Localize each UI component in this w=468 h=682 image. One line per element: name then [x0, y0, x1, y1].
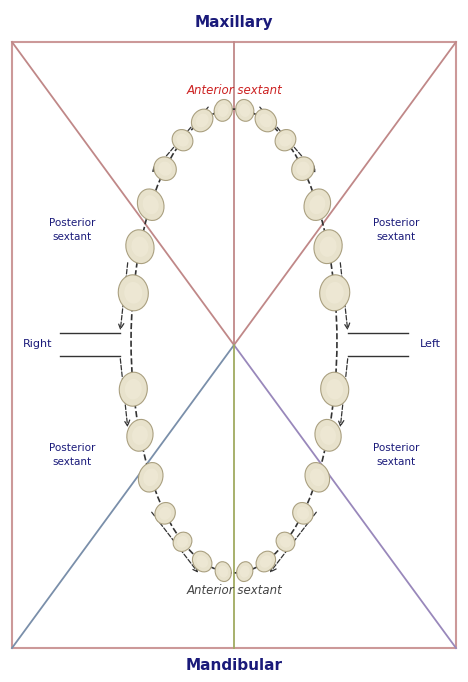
- Ellipse shape: [260, 555, 271, 567]
- Ellipse shape: [154, 157, 176, 181]
- Ellipse shape: [315, 419, 341, 451]
- Ellipse shape: [259, 114, 272, 128]
- Ellipse shape: [155, 503, 176, 524]
- Ellipse shape: [192, 551, 212, 572]
- Ellipse shape: [240, 565, 249, 578]
- Text: Maxillary: Maxillary: [195, 14, 273, 29]
- Ellipse shape: [304, 189, 330, 220]
- Ellipse shape: [321, 372, 349, 406]
- Ellipse shape: [310, 469, 325, 486]
- Ellipse shape: [139, 462, 163, 492]
- Ellipse shape: [279, 134, 292, 147]
- Ellipse shape: [326, 282, 344, 303]
- Text: Right: Right: [23, 339, 53, 349]
- Ellipse shape: [219, 565, 228, 578]
- Ellipse shape: [159, 507, 171, 520]
- Ellipse shape: [320, 426, 336, 445]
- Text: Mandibular: Mandibular: [185, 659, 283, 674]
- Ellipse shape: [292, 157, 314, 181]
- Ellipse shape: [143, 195, 159, 214]
- Ellipse shape: [255, 109, 277, 132]
- Ellipse shape: [125, 379, 142, 400]
- Ellipse shape: [276, 532, 295, 552]
- Ellipse shape: [173, 532, 192, 552]
- Ellipse shape: [177, 536, 188, 548]
- Text: Left: Left: [419, 339, 440, 349]
- Ellipse shape: [172, 130, 193, 151]
- Ellipse shape: [176, 134, 189, 147]
- Ellipse shape: [143, 469, 158, 486]
- Ellipse shape: [124, 282, 142, 303]
- Ellipse shape: [326, 379, 343, 400]
- Ellipse shape: [305, 462, 329, 492]
- Ellipse shape: [132, 426, 148, 445]
- Ellipse shape: [215, 562, 231, 582]
- Ellipse shape: [138, 189, 164, 220]
- Ellipse shape: [119, 372, 147, 406]
- Ellipse shape: [126, 230, 154, 263]
- Ellipse shape: [118, 275, 148, 311]
- Ellipse shape: [237, 562, 253, 582]
- Ellipse shape: [296, 162, 310, 176]
- Text: Posterior
sextant: Posterior sextant: [49, 443, 95, 466]
- Ellipse shape: [292, 503, 313, 524]
- Ellipse shape: [196, 114, 209, 128]
- Ellipse shape: [218, 104, 229, 117]
- Ellipse shape: [314, 230, 342, 263]
- Ellipse shape: [275, 130, 296, 151]
- Text: Posterior
sextant: Posterior sextant: [49, 218, 95, 241]
- Ellipse shape: [239, 104, 250, 117]
- Ellipse shape: [197, 555, 208, 567]
- Text: Posterior
sextant: Posterior sextant: [373, 218, 419, 241]
- Ellipse shape: [320, 275, 350, 311]
- Ellipse shape: [214, 100, 232, 121]
- Ellipse shape: [280, 536, 291, 548]
- Ellipse shape: [132, 237, 148, 257]
- Ellipse shape: [297, 507, 309, 520]
- Ellipse shape: [236, 100, 254, 121]
- Ellipse shape: [158, 162, 172, 176]
- Text: Anterior sextant: Anterior sextant: [186, 83, 282, 96]
- Ellipse shape: [309, 195, 325, 214]
- Ellipse shape: [191, 109, 213, 132]
- Ellipse shape: [320, 237, 336, 257]
- Text: Posterior
sextant: Posterior sextant: [373, 443, 419, 466]
- Bar: [12, 42, 456, 648]
- Text: Anterior sextant: Anterior sextant: [186, 584, 282, 597]
- Ellipse shape: [256, 551, 276, 572]
- Ellipse shape: [127, 419, 153, 451]
